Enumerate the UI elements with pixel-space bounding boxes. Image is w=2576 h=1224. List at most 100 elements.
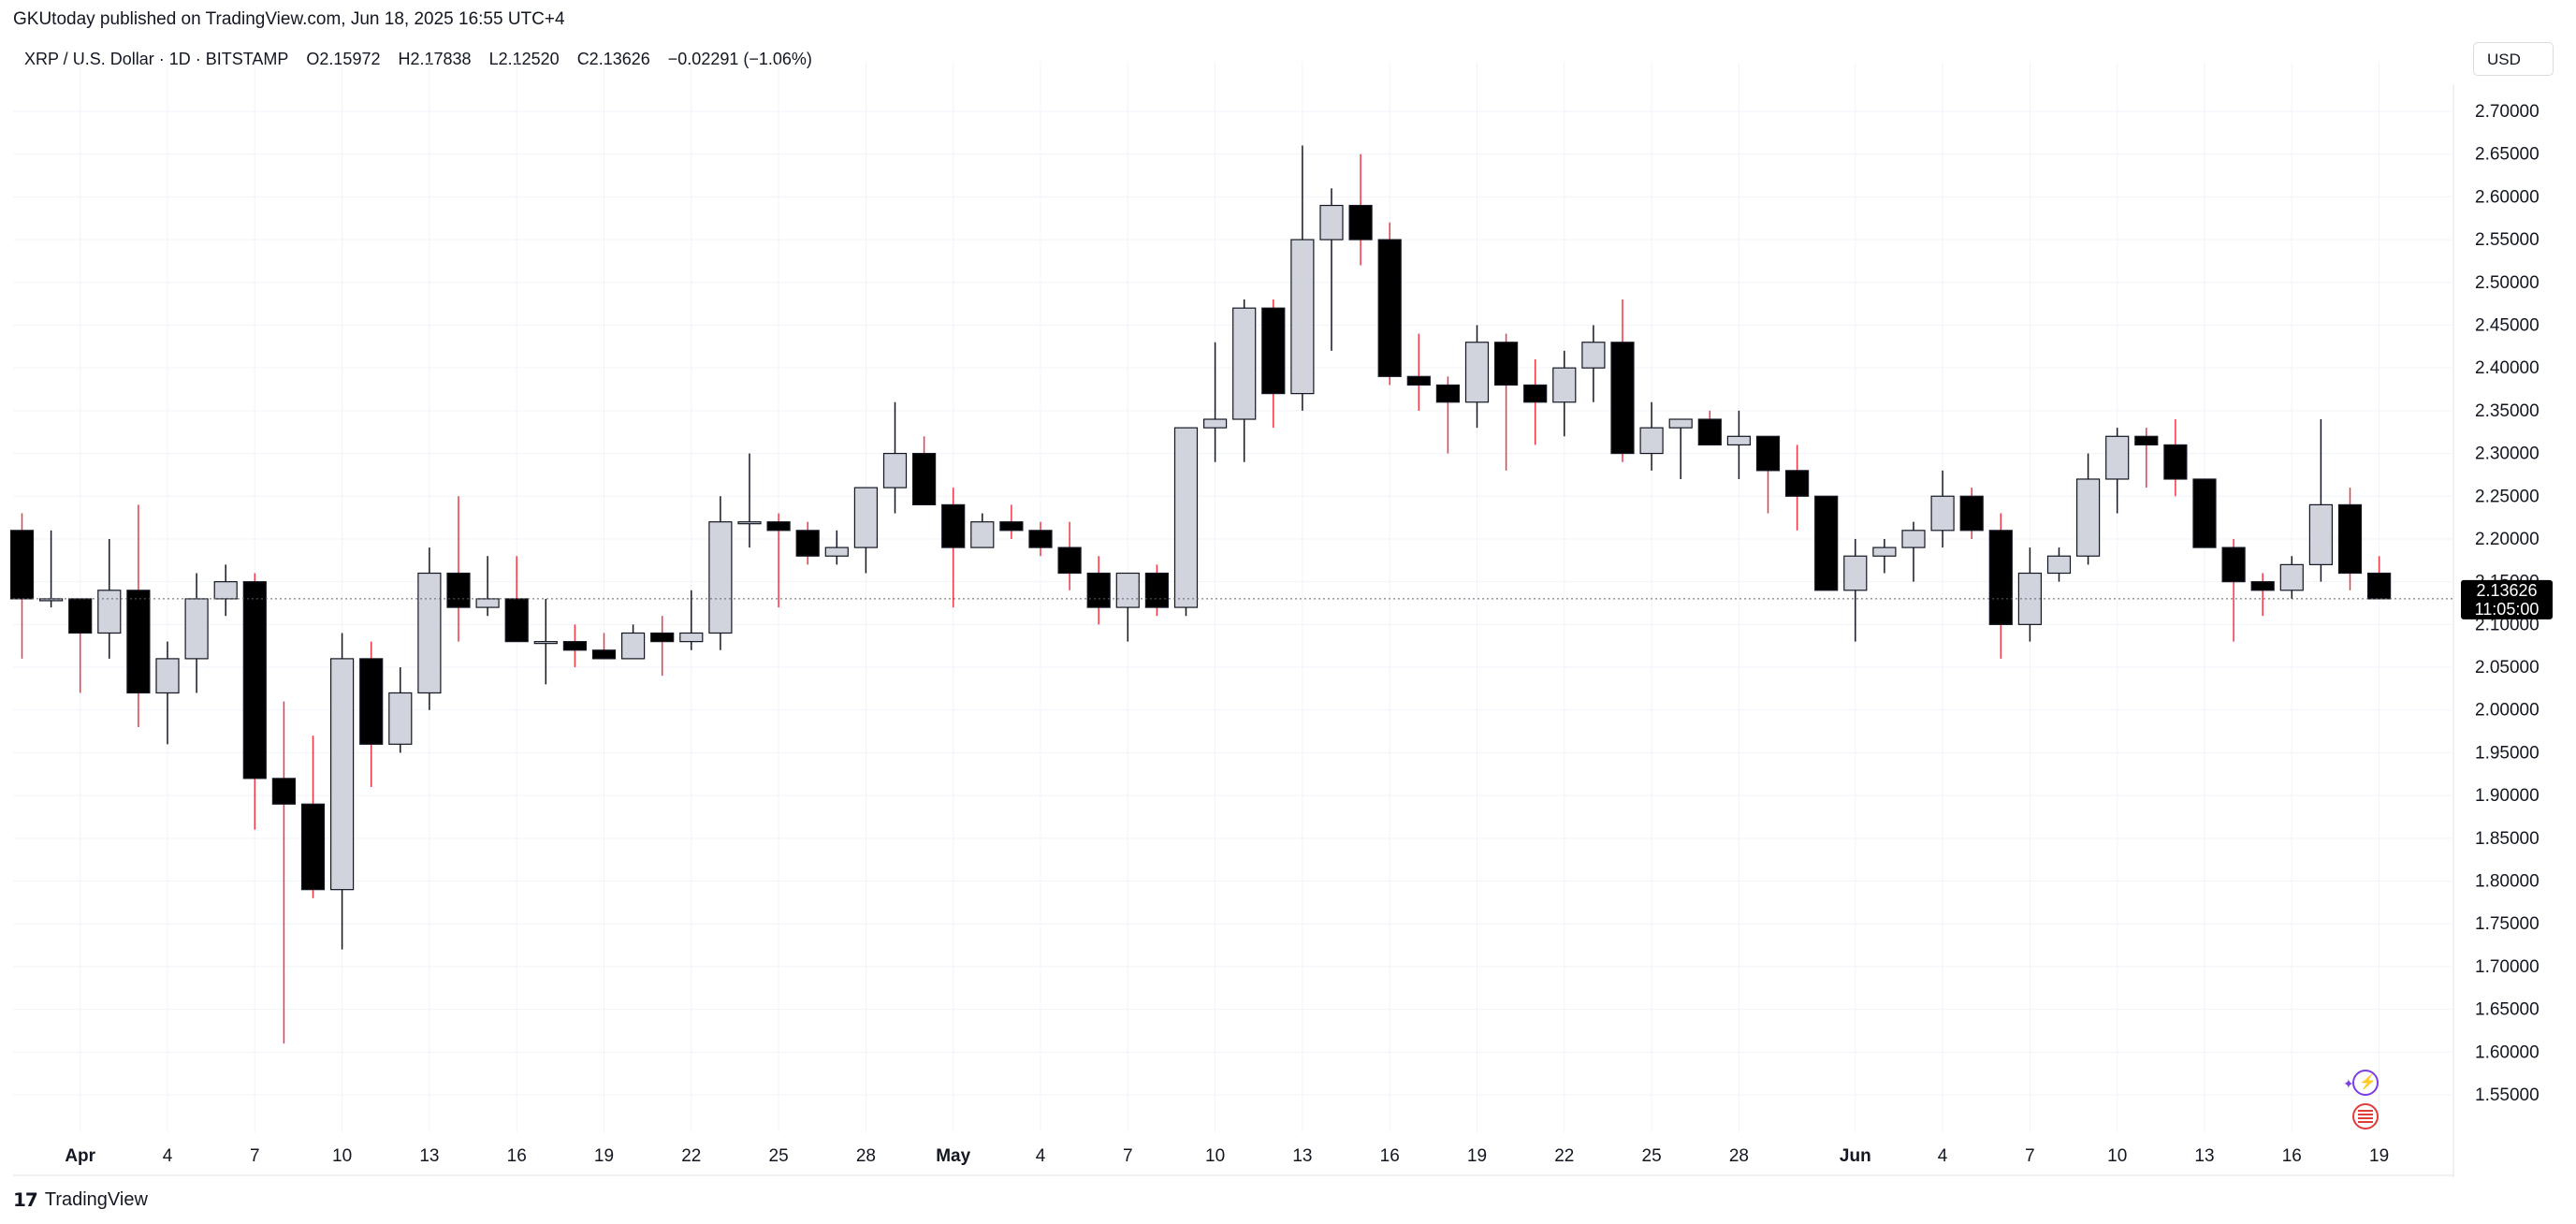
candle-body [2105,435,2130,480]
candle-body [1901,530,1926,548]
candle-body [1755,435,1781,472]
y-tick-label: 2.10000 [2475,615,2540,634]
y-tick-label: 2.50000 [2475,273,2540,293]
candle-body [1290,239,1315,395]
candle-body [882,452,908,488]
y-tick-label: 1.85000 [2475,829,2540,849]
change-value: −0.02291 (−1.06%) [667,50,812,68]
y-tick-label: 2.40000 [2475,358,2540,378]
candle-body [2192,478,2217,548]
time-axis[interactable]: Apr 4 7 10 13 16 19 22 25 28 May 4 7 10 13 16 19 22 25 28 Ju… [65,1146,2389,1166]
sparkle-icon: ✦ [2343,1076,2354,1091]
candle-body [2134,435,2159,446]
x-tick-label: 28 [856,1146,876,1166]
x-tick-label: May [936,1146,970,1166]
candle-body [2250,581,2275,591]
y-tick-label: 2.60000 [2475,187,2540,207]
x-tick-label: 28 [1729,1146,1749,1166]
candle-body [1057,546,1082,575]
y-tick-label: 2.25000 [2475,487,2540,506]
y-tick-label: 1.90000 [2475,786,2540,806]
price-label-box [2461,579,2553,619]
candle-body [708,521,733,634]
candle-body [1843,555,1868,591]
candle-body [126,590,151,694]
candle-body [1028,530,1053,548]
x-tick-label: 13 [419,1146,439,1166]
candle-body [795,530,820,557]
candle-body [1784,470,1810,497]
candle-body [1202,418,1228,429]
x-tick-label: 4 [1036,1146,1046,1166]
candle-body [562,641,588,651]
candle-body [300,803,326,891]
x-tick-label: 19 [2369,1146,2389,1166]
candle-body [1930,495,1955,532]
price-chart[interactable]: 1.55000 1.60000 1.65000 1.70000 1.75000 1.800… [0,0,2576,1198]
candle-body [2337,503,2363,575]
high-value: H2.17838 [398,50,472,68]
price-label-value: 2.13626 [2476,581,2537,600]
candle-body [475,598,500,608]
candle-body [2308,503,2333,565]
price-axis[interactable]: 1.55000 1.60000 1.65000 1.70000 1.75000 1.800… [2475,102,2540,1105]
x-tick-label: 10 [2107,1146,2127,1166]
candle-body [679,632,704,643]
candle-body [1435,384,1461,403]
x-tick-label: 4 [163,1146,173,1166]
x-tick-label: 16 [507,1146,527,1166]
candle-body [911,452,937,505]
candle-body [620,632,646,660]
candle-body [1988,530,2013,625]
candle-body [2163,444,2188,480]
candle-body [1668,418,1693,429]
candle-body [1144,572,1170,608]
candle-body [1232,307,1257,420]
x-tick-label: 25 [1642,1146,1662,1166]
y-tick-label: 1.60000 [2475,1042,2540,1062]
y-tick-label: 1.80000 [2475,872,2540,892]
bolt-icon[interactable] [2352,1070,2379,1096]
x-tick-label: 4 [1938,1146,1948,1166]
candle-body [1959,495,1984,532]
candle-body [1639,427,1664,455]
y-tick-label: 2.35000 [2475,401,2540,421]
candle-body [9,530,35,600]
currency-button[interactable]: USD [2473,42,2554,76]
y-tick-label: 2.05000 [2475,658,2540,678]
y-tick-label: 2.70000 [2475,102,2540,122]
x-tick-label: 22 [1554,1146,1574,1166]
candle-body [1377,239,1402,377]
candles [9,145,2392,1044]
candle-body [941,503,966,548]
candle-body [2367,572,2392,600]
candle-body [999,521,1024,532]
symbol-name: XRP / U.S. Dollar · 1D · BITSTAMP [24,50,289,68]
y-tick-label: 1.65000 [2475,1000,2540,1020]
candle-body [417,572,442,694]
candle-body [1319,204,1344,240]
brand-label: TradingView [44,1189,148,1210]
flag-icon[interactable] [2352,1103,2379,1129]
candle-body [184,598,209,660]
candle-body [271,778,296,805]
x-tick-label: 25 [769,1146,789,1166]
x-tick-label: 19 [594,1146,614,1166]
tradingview-logo-icon: 𝟭𝟳 [13,1190,38,1211]
candle-body [97,590,122,634]
candle-body [1173,427,1199,608]
candle-body [2046,555,2072,575]
symbol-legend: XRP / U.S. Dollar · 1D · BITSTAMP O2.159… [24,50,825,69]
x-tick-label: 7 [1123,1146,1133,1166]
x-tick-label: 16 [2282,1146,2302,1166]
x-tick-label: 10 [1205,1146,1225,1166]
candle-body [970,521,995,548]
publisher-line: GKUtoday published on TradingView.com, J… [13,9,565,29]
tradingview-brand[interactable]: 𝟭𝟳 TradingView [13,1188,148,1212]
y-tick-label: 1.55000 [2475,1086,2540,1105]
candle-body [2076,478,2101,557]
candle-body [1697,418,1722,446]
candle-body [766,521,791,532]
x-tick-label: 13 [2194,1146,2214,1166]
